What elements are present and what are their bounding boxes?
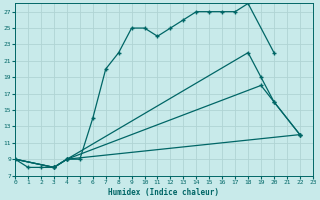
X-axis label: Humidex (Indice chaleur): Humidex (Indice chaleur) [108,188,220,197]
